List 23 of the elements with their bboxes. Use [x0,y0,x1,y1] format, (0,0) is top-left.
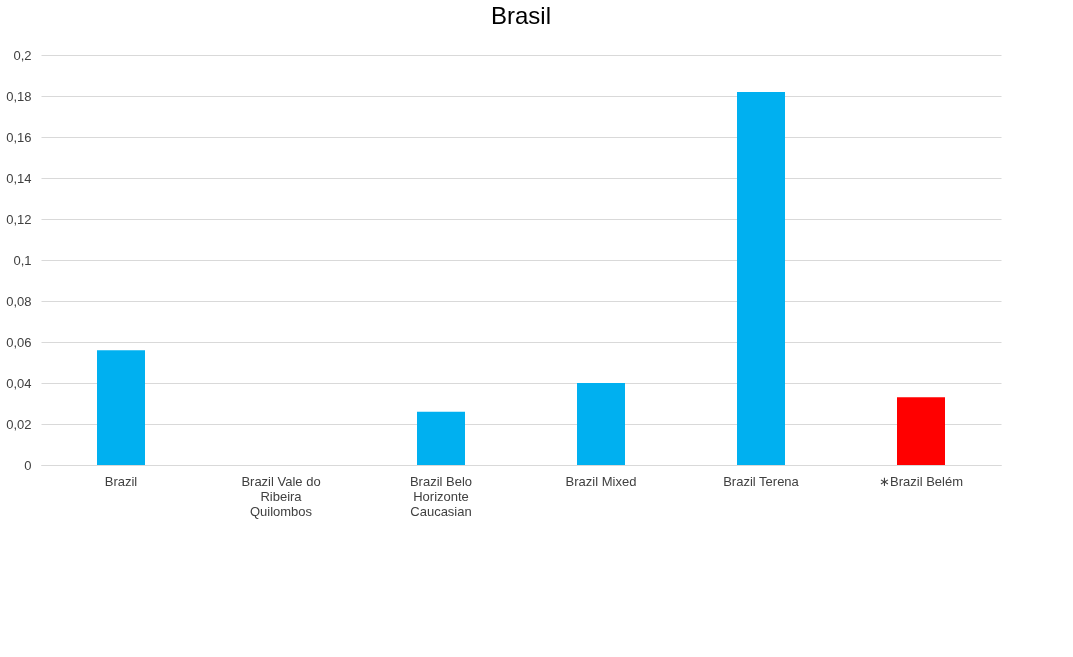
bar [417,411,465,465]
x-tick-label: Brazil Mixed [565,473,637,489]
y-tick-label: 0 [24,457,32,473]
y-tick-label: 0,14 [6,170,32,186]
x-tick-label: Brazil Terena [723,473,800,489]
x-tick-label: Brazil Vale do Ribeira Quilombos [241,473,321,519]
bar [737,91,785,465]
y-tick-label: 0,18 [6,88,32,104]
y-tick-label: 0,02 [6,416,32,432]
x-tick-label: ∗Brazil Belém [879,473,963,489]
bar [897,397,945,465]
y-tick-label: 0,12 [6,211,32,227]
y-tick-label: 0,08 [6,293,32,309]
x-tick-label: Brazil Belo Horizonte Caucasian [409,473,473,519]
y-tick-label: 0,04 [6,375,32,391]
y-tick-label: 0,16 [6,129,32,145]
y-tick-label: 0,1 [13,252,32,268]
bar [97,350,145,465]
y-tick-label: 0,2 [13,47,32,63]
bar [577,383,625,465]
y-tick-label: 0,06 [6,334,32,350]
chart-title: Brasil [490,2,552,29]
x-tick-label: Brazil [104,473,138,489]
